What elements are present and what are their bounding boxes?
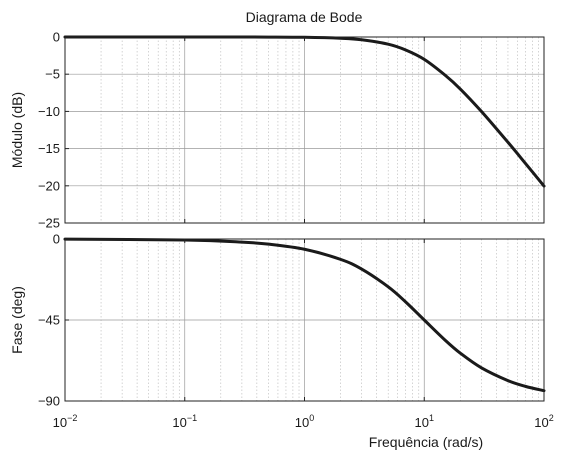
x-axis-label: Frequência (rad/s) <box>369 434 483 450</box>
y-tick-label: −5 <box>45 67 60 82</box>
y-tick-label: 0 <box>53 30 60 45</box>
y-tick-label: −90 <box>38 394 60 409</box>
phase-y-axis-label: Fase (deg) <box>9 286 25 354</box>
magnitude-grid <box>65 37 544 223</box>
y-tick-label: −10 <box>38 104 60 119</box>
x-tick-label: 102 <box>534 413 553 430</box>
y-tick-label: −15 <box>38 141 60 156</box>
y-tick-label: −45 <box>38 313 60 328</box>
phase-panel: 0 −45 −90 Fase (deg) <box>9 232 546 409</box>
magnitude-y-ticks: 0 −5 −10 −15 −20 −25 <box>38 30 545 231</box>
x-tick-labels: 10−2 10−1 100 101 102 <box>53 413 554 430</box>
magnitude-panel: 0 −5 −10 −15 −20 −25 Módulo (dB) <box>9 30 546 231</box>
x-tick-label: 10−2 <box>53 413 78 430</box>
magnitude-y-axis-label: Módulo (dB) <box>9 92 25 168</box>
y-tick-label: −25 <box>38 216 60 231</box>
x-tick-label: 101 <box>415 413 434 430</box>
chart-title: Diagrama de Bode <box>246 9 363 25</box>
phase-y-ticks: 0 −45 −90 <box>38 232 545 409</box>
phase-curve <box>63 237 546 393</box>
x-tick-label: 10−1 <box>172 413 197 430</box>
y-tick-label: −20 <box>38 178 60 193</box>
phase-grid <box>65 239 544 401</box>
y-tick-label: 0 <box>53 232 60 247</box>
x-tick-label: 100 <box>295 413 314 430</box>
